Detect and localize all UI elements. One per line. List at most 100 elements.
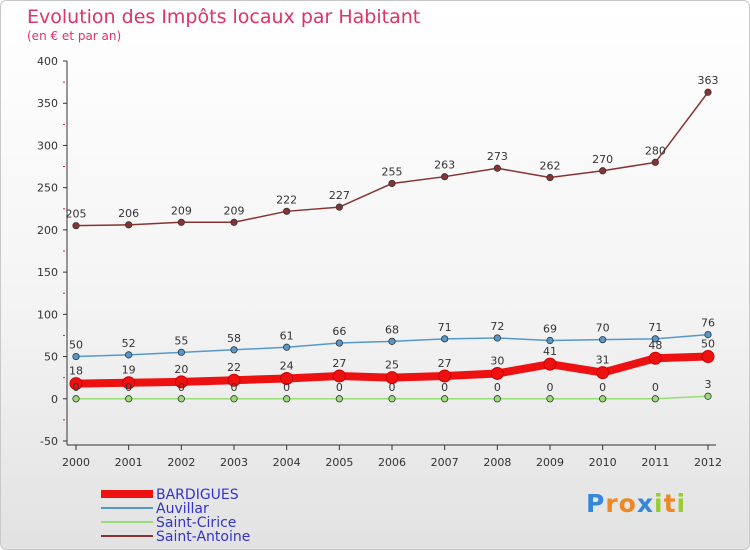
data-label-saint-cirice: 0 <box>73 381 80 394</box>
y-tick-label: 150 <box>37 266 58 279</box>
data-point-auvillar <box>704 330 712 339</box>
data-label-auvillar: 50 <box>69 339 83 352</box>
logo-letter: x <box>636 489 654 518</box>
data-point-bardigues <box>174 375 188 389</box>
data-point-auvillar <box>599 336 607 344</box>
x-tick-label: 2011 <box>641 456 669 469</box>
data-label-saint-cirice: 0 <box>494 381 501 394</box>
y-tick-label: 0 <box>51 393 58 406</box>
data-point-saint-antoine <box>493 164 501 172</box>
x-tick-label: 2007 <box>431 456 459 469</box>
data-point-saint-antoine <box>388 179 396 188</box>
data-point-auvillar <box>493 334 501 342</box>
data-label-saint-cirice: 3 <box>705 378 712 391</box>
x-tick-label: 2004 <box>273 456 301 469</box>
legend-label: Saint-Cirice <box>156 515 236 531</box>
data-point-auvillar <box>335 339 343 347</box>
legend-label: Auvillar <box>156 501 209 517</box>
data-label-auvillar: 76 <box>701 317 715 330</box>
data-point-saint-cirice <box>230 395 238 403</box>
data-label-auvillar: 61 <box>280 329 294 342</box>
data-point-saint-cirice <box>546 395 554 403</box>
data-label-bardigues: 20 <box>174 363 188 376</box>
data-label-saint-antoine: 280 <box>645 144 666 157</box>
x-tick-label: 2012 <box>694 456 722 469</box>
data-point-saint-cirice <box>335 395 343 403</box>
logo-letter: r <box>605 489 619 518</box>
data-label-bardigues: 24 <box>280 360 294 373</box>
data-point-auvillar <box>177 348 185 356</box>
y-tick-label: 250 <box>37 182 58 195</box>
data-point-auvillar <box>72 352 80 361</box>
data-point-bardigues <box>701 350 715 364</box>
data-label-saint-cirice: 0 <box>389 381 396 394</box>
data-label-saint-cirice: 0 <box>178 381 185 394</box>
logo-letter: o <box>618 489 637 518</box>
data-label-saint-cirice: 0 <box>441 381 448 394</box>
data-label-auvillar: 58 <box>227 332 241 345</box>
data-label-bardigues: 18 <box>69 365 83 378</box>
data-point-auvillar <box>388 337 396 345</box>
data-point-auvillar <box>651 335 659 343</box>
chart-subtitle: (en € et par an) <box>27 29 122 43</box>
x-tick-label: 2001 <box>115 456 143 469</box>
x-tick-label: 2002 <box>167 456 195 469</box>
logo-letter: i <box>654 489 664 518</box>
data-point-saint-cirice <box>704 392 712 400</box>
data-label-auvillar: 66 <box>332 325 346 338</box>
y-tick-label: 400 <box>37 55 58 68</box>
data-point-saint-antoine <box>230 218 238 226</box>
logo-letter: i <box>676 489 687 518</box>
data-label-bardigues: 25 <box>385 359 399 372</box>
x-tick-label: 2003 <box>220 456 248 469</box>
x-tick-label: 2000 <box>62 456 90 469</box>
data-point-bardigues <box>122 376 136 390</box>
data-label-bardigues: 19 <box>122 364 136 377</box>
proxiti-logo: Proxiti <box>586 489 686 518</box>
chart-title: Evolution des Impôts locaux par Habitant <box>27 6 421 28</box>
data-label-saint-cirice: 0 <box>652 381 659 394</box>
data-point-auvillar <box>125 351 133 359</box>
data-label-saint-cirice: 0 <box>283 381 290 394</box>
data-label-saint-antoine: 227 <box>329 189 350 202</box>
data-label-saint-antoine: 263 <box>434 159 455 172</box>
data-point-bardigues <box>227 373 241 387</box>
data-label-auvillar: 69 <box>543 323 557 336</box>
data-label-auvillar: 72 <box>490 320 504 333</box>
data-label-saint-cirice: 0 <box>336 381 343 394</box>
data-label-saint-antoine: 273 <box>487 150 508 163</box>
x-tick-label: 2009 <box>536 456 564 469</box>
data-point-bardigues <box>543 357 557 371</box>
logo-letter: t <box>663 489 677 518</box>
data-label-saint-antoine: 209 <box>171 204 192 217</box>
data-point-bardigues <box>332 369 346 383</box>
data-point-saint-antoine <box>546 173 554 182</box>
data-label-auvillar: 55 <box>174 334 188 347</box>
data-point-bardigues <box>280 372 294 386</box>
data-point-saint-cirice <box>177 395 185 403</box>
data-point-saint-antoine <box>72 222 80 230</box>
y-tick-label: -50 <box>40 435 58 448</box>
data-label-saint-cirice: 0 <box>599 381 606 394</box>
data-point-saint-antoine <box>283 207 291 215</box>
data-point-saint-antoine <box>177 218 185 226</box>
data-point-saint-cirice <box>283 395 291 403</box>
data-point-saint-antoine <box>335 203 343 211</box>
data-point-saint-antoine <box>704 88 712 96</box>
data-label-bardigues: 27 <box>332 357 346 370</box>
data-label-saint-antoine: 205 <box>66 208 87 221</box>
data-label-saint-antoine: 222 <box>276 193 297 206</box>
data-label-bardigues: 22 <box>227 361 241 374</box>
data-point-saint-cirice <box>388 395 396 403</box>
data-point-saint-cirice <box>651 395 659 403</box>
data-point-auvillar <box>230 346 238 354</box>
data-label-saint-antoine: 262 <box>540 160 561 173</box>
data-point-saint-cirice <box>441 395 449 403</box>
data-point-bardigues <box>596 366 610 380</box>
data-point-saint-cirice <box>72 395 80 403</box>
data-point-bardigues <box>385 371 399 385</box>
x-tick-label: 2006 <box>378 456 406 469</box>
x-tick-label: 2005 <box>325 456 353 469</box>
